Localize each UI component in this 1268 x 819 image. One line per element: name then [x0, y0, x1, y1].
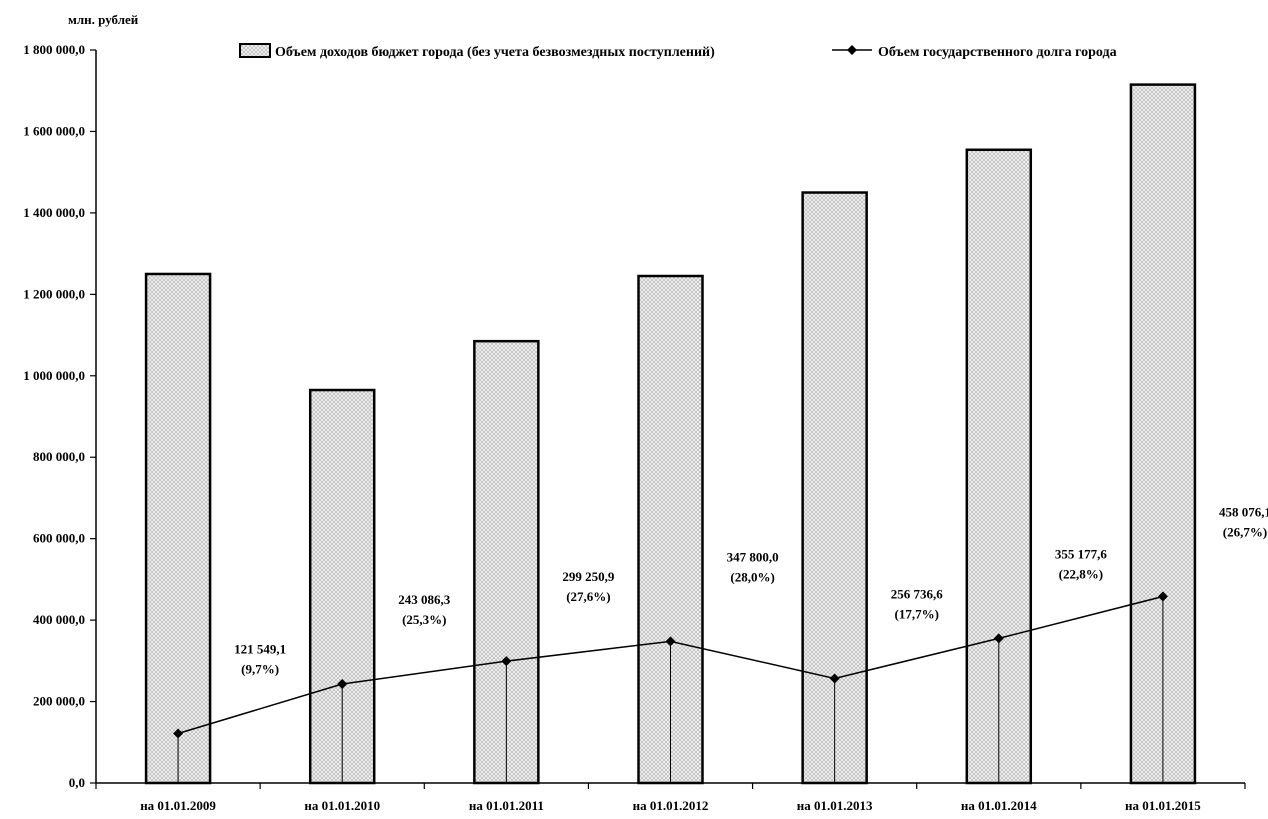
y-tick-label: 1 200 000,0	[23, 286, 85, 301]
y-tick-label: 1 800 000,0	[23, 42, 85, 57]
x-tick-label: на 01.01.2013	[797, 798, 873, 813]
debt-share-label: (27,6%)	[566, 589, 610, 604]
debt-line-series: 121 549,1 (9,7%) 243 086,3 (25,3%) 299 250,9…	[173, 504, 1268, 783]
legend-line-label: Объем государственного долга города	[878, 45, 1117, 60]
debt-point	[1157, 591, 1168, 602]
debt-share-label: (22,8%)	[1059, 566, 1103, 581]
revenue-bar	[144, 272, 212, 785]
y-tick-label: 800 000,0	[33, 449, 85, 464]
x-tick-label: на 01.01.2009	[140, 798, 216, 813]
x-tick-label: на 01.01.2012	[633, 798, 709, 813]
debt-value-label: 355 177,6	[1055, 546, 1108, 561]
y-tick-label: 0,0	[69, 775, 85, 790]
x-tick-label: на 01.01.2014	[961, 798, 1037, 813]
legend-bar-label: Объем доходов бюджет города (без учета б…	[275, 45, 715, 60]
debt-share-label: (9,7%)	[241, 662, 279, 677]
debt-share-label: (25,3%)	[402, 612, 446, 627]
debt-point	[173, 728, 184, 739]
debt-share-label: (28,0%)	[730, 569, 774, 584]
legend-line-marker	[847, 45, 857, 55]
y-tick-label: 400 000,0	[33, 612, 85, 627]
legend: Объем доходов бюджет города (без учета б…	[239, 43, 1117, 60]
debt-value-label: 347 800,0	[727, 549, 779, 564]
debt-point	[993, 633, 1004, 644]
y-tick-label: 1 400 000,0	[23, 205, 85, 220]
x-tick-label: на 01.01.2010	[304, 798, 380, 813]
legend-bar-swatch	[239, 43, 271, 58]
debt-point	[501, 656, 512, 667]
debt-point	[665, 636, 676, 647]
y-tick-label: 200 000,0	[33, 694, 85, 709]
debt-share-label: (26,7%)	[1223, 524, 1267, 539]
x-tick-label: на 01.01.2015	[1125, 798, 1201, 813]
debt-value-label: 121 549,1	[234, 642, 286, 657]
y-tick-label: 1 000 000,0	[23, 368, 85, 383]
y-tick-label: 1 600 000,0	[23, 123, 85, 138]
y-unit-label: млн. рублей	[68, 12, 139, 27]
debt-value-label: 299 250,9	[562, 569, 615, 584]
x-axis: на 01.01.2009 на 01.01.2010 на 01.01.2011 н…	[95, 782, 1246, 813]
y-axis: 0,0 200 000,0 400 000,0 600 000,0 800 000,0 1…	[23, 42, 97, 790]
debt-value-label: 256 736,6	[891, 586, 944, 601]
debt-value-label: 243 086,3	[398, 592, 451, 607]
y-tick-label: 600 000,0	[33, 531, 85, 546]
debt-value-label: 458 076,1	[1219, 504, 1268, 519]
debt-point	[829, 673, 840, 684]
debt-point	[337, 679, 348, 690]
x-tick-label: на 01.01.2011	[469, 798, 544, 813]
debt-share-label: (17,7%)	[895, 606, 939, 621]
